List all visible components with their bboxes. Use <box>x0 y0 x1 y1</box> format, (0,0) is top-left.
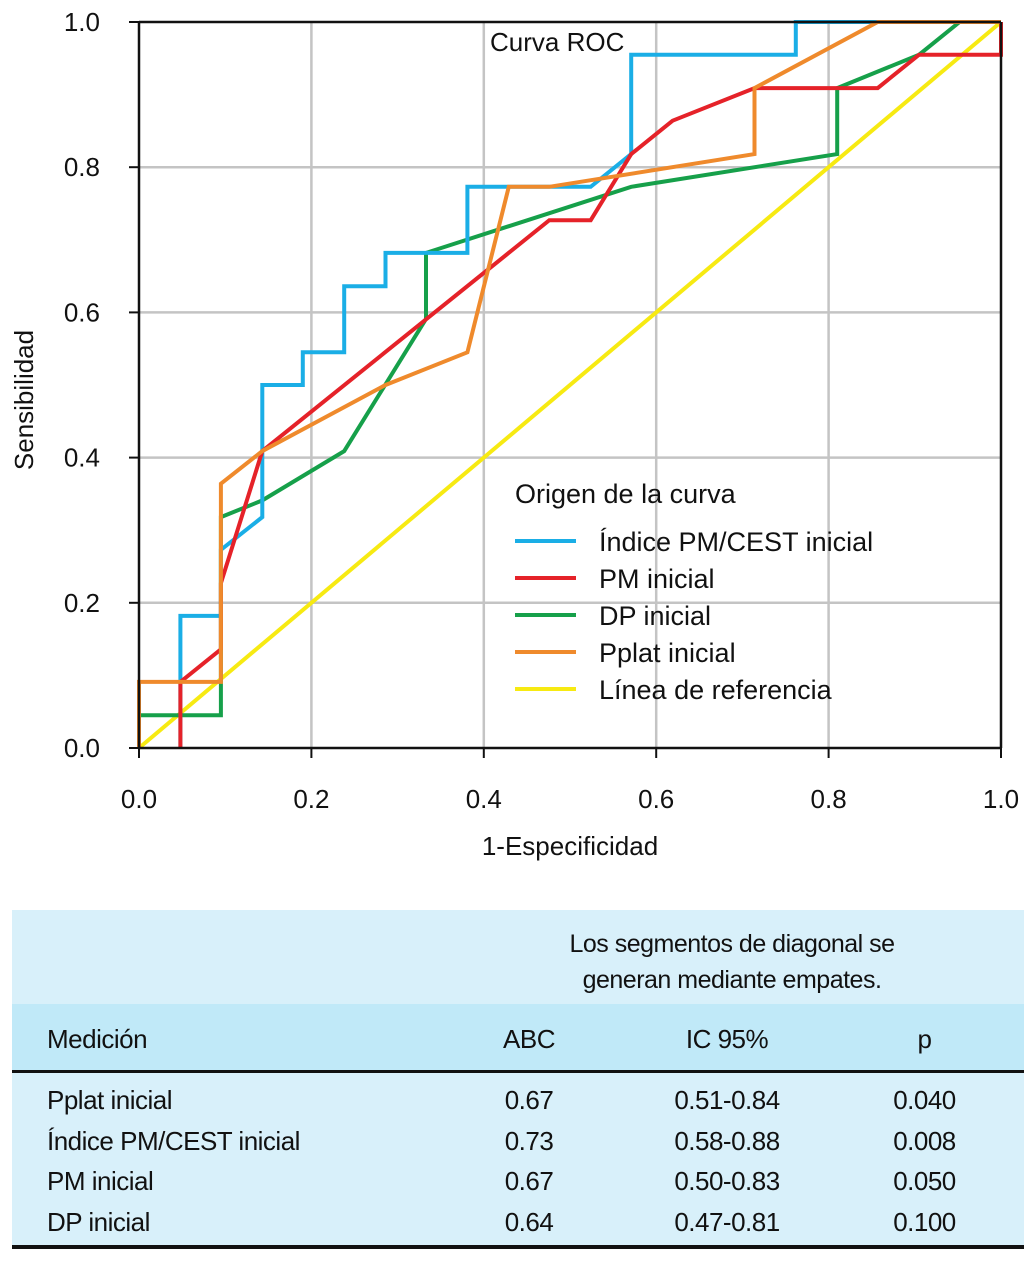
header-ic95: IC 95% <box>685 1024 769 1054</box>
y-tick-label: 0.6 <box>64 297 100 327</box>
row-ic95: 0.50-0.83 <box>674 1166 780 1196</box>
legend: Origen de la curva Índice PM/CEST inicia… <box>515 479 873 705</box>
row-abc: 0.73 <box>504 1125 554 1156</box>
curve-indice-pm-cest-inicial <box>178 20 1001 748</box>
axes <box>129 20 1003 758</box>
x-tick-label: 1.0 <box>983 784 1019 814</box>
y-axis-label: Sensibilidad <box>9 330 39 470</box>
tick-labels: 0.0 0.2 0.4 0.6 0.8 1.0 0.0 0.2 0.4 0.6 0.8 1.0 <box>64 7 1019 814</box>
row-name: Pplat inicial <box>47 1085 173 1115</box>
row-ic95: 0.58-0.88 <box>674 1125 780 1156</box>
y-tick-label: 0.2 <box>64 588 100 618</box>
legend-title: Origen de la curva <box>515 479 737 509</box>
x-tick-label: 0.4 <box>466 784 502 814</box>
legend-label: Índice PM/CEST inicial <box>599 527 873 557</box>
row-ic95: 0.47-0.81 <box>674 1206 780 1237</box>
x-tick-label: 0.8 <box>811 784 847 814</box>
legend-label: Línea de referencia <box>599 675 833 705</box>
legend-label: PM inicial <box>599 564 715 594</box>
x-tick-label: 0.0 <box>121 784 157 814</box>
legend-label: Pplat inicial <box>599 638 736 668</box>
table-body: Pplat inicial 0.67 0.51-0.84 0.040 Índice PM… <box>12 1073 1024 1249</box>
row-ic95: 0.51-0.84 <box>674 1085 780 1115</box>
row-p: 0.050 <box>893 1166 956 1196</box>
note-line-1: Los segmentos de diagonal se <box>569 930 895 958</box>
row-p: 0.040 <box>893 1085 956 1115</box>
x-tick-label: 0.2 <box>293 784 329 814</box>
y-tick-label: 0.4 <box>64 443 100 473</box>
y-tick-label: 1.0 <box>64 7 100 37</box>
row-abc: 0.67 <box>504 1085 554 1115</box>
row-p: 0.100 <box>893 1206 956 1237</box>
row-abc: 0.64 <box>504 1206 554 1237</box>
row-name: DP inicial <box>47 1206 150 1237</box>
curve-pplat-inicial <box>137 20 1001 748</box>
curve-linea-de-referencia <box>137 20 1003 750</box>
header-p: p <box>917 1024 932 1054</box>
y-tick-label: 0.8 <box>64 152 100 182</box>
row-abc: 0.67 <box>504 1166 554 1196</box>
grid-lines <box>139 22 1001 748</box>
table-note: Los segmentos de diagonal se generan medi… <box>12 910 1024 1004</box>
roc-chart: 0.0 0.2 0.4 0.6 0.8 1.0 0.0 0.2 0.4 0.6 0.8 1.0 Cur… <box>9 7 1019 861</box>
y-tick-label: 0.0 <box>64 733 100 763</box>
row-name: PM inicial <box>47 1166 154 1196</box>
header-medicion: Medición <box>47 1024 148 1054</box>
x-tick-label: 0.6 <box>638 784 674 814</box>
auc-table: Los segmentos de diagonal se generan medi… <box>12 910 1024 1249</box>
row-name: Índice PM/CEST inicial <box>47 1125 300 1156</box>
roc-curves <box>137 20 1003 750</box>
row-p: 0.008 <box>893 1125 956 1156</box>
note-line-2: generan mediante empates. <box>582 966 882 994</box>
table-header: Medición ABC IC 95% p <box>12 1004 1024 1073</box>
x-axis-label: 1-Especificidad <box>482 831 658 861</box>
legend-label: DP inicial <box>599 601 711 631</box>
chart-title: Curva ROC <box>490 27 624 57</box>
header-abc: ABC <box>503 1024 555 1054</box>
